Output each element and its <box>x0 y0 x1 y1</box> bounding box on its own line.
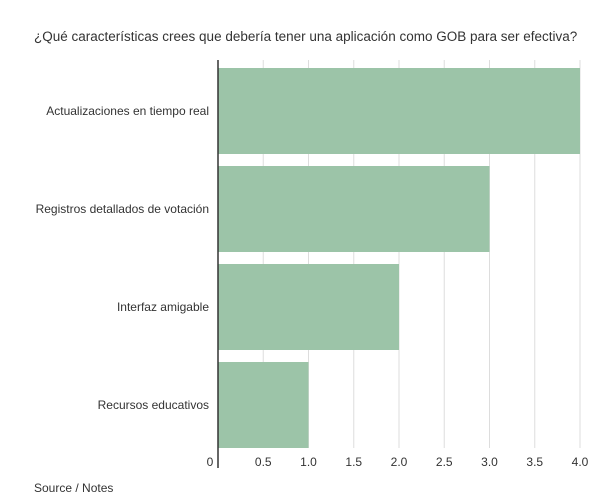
x-tick-label-4: 2.0 <box>391 455 408 469</box>
x-axis-tick-labels: 0 0.5 1.0 1.5 2.0 2.5 3.0 3.5 4.0 <box>207 455 589 469</box>
x-tick-label-1: 0.5 <box>255 455 272 469</box>
chart-title: ¿Qué características crees que debería t… <box>34 29 578 44</box>
x-tick-label-2: 1.0 <box>300 455 317 469</box>
category-label-0: Actualizaciones en tiempo real <box>46 104 209 118</box>
x-tick-label-3: 1.5 <box>345 455 362 469</box>
bar-3 <box>218 362 309 448</box>
bar-0 <box>218 68 580 154</box>
x-tick-label-6: 3.0 <box>481 455 498 469</box>
bar-1 <box>218 166 490 252</box>
category-labels: Actualizaciones en tiempo real Registros … <box>36 104 210 412</box>
category-label-3: Recursos educativos <box>98 398 209 412</box>
bars <box>218 68 580 448</box>
x-tick-label-8: 4.0 <box>572 455 589 469</box>
x-tick-label-0: 0 <box>207 455 214 469</box>
x-tick-label-5: 2.5 <box>436 455 453 469</box>
x-tick-label-7: 3.5 <box>526 455 543 469</box>
category-label-1: Registros detallados de votación <box>36 202 209 216</box>
category-label-2: Interfaz amigable <box>117 300 209 314</box>
source-notes: Source / Notes <box>34 481 114 495</box>
bar-2 <box>218 264 399 350</box>
